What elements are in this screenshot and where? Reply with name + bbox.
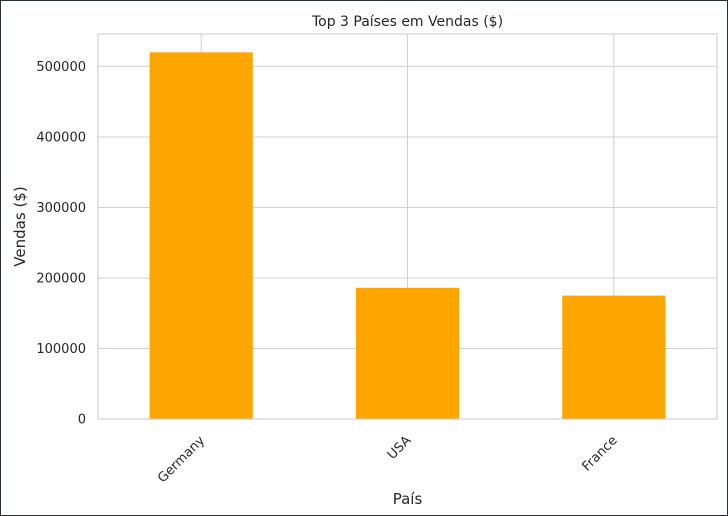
y-tick-label: 300000 <box>36 201 86 216</box>
bar-usa <box>355 287 460 419</box>
y-axis-label: Vendas ($) <box>11 186 29 266</box>
x-tick-label: USA <box>385 433 415 463</box>
y-tick-label: 0 <box>78 413 86 428</box>
bars <box>149 52 666 419</box>
chart-title: Top 3 Países em Vendas ($) <box>311 14 503 30</box>
y-tick-label: 200000 <box>36 271 86 286</box>
bar-france <box>562 295 666 419</box>
bar-germany <box>149 52 253 419</box>
plot-area-border <box>97 33 718 420</box>
y-tick-label: 100000 <box>36 342 86 357</box>
x-axis-tick-labels: Germany USA France <box>155 433 621 486</box>
y-tick-label: 400000 <box>36 130 86 145</box>
x-tick-label: Germany <box>155 433 208 486</box>
x-axis-label: País <box>393 490 423 508</box>
y-tick-label: 500000 <box>36 60 86 75</box>
x-tick-label: France <box>579 433 620 474</box>
y-axis-tick-labels: 0 100000 200000 300000 400000 500000 <box>36 60 86 428</box>
